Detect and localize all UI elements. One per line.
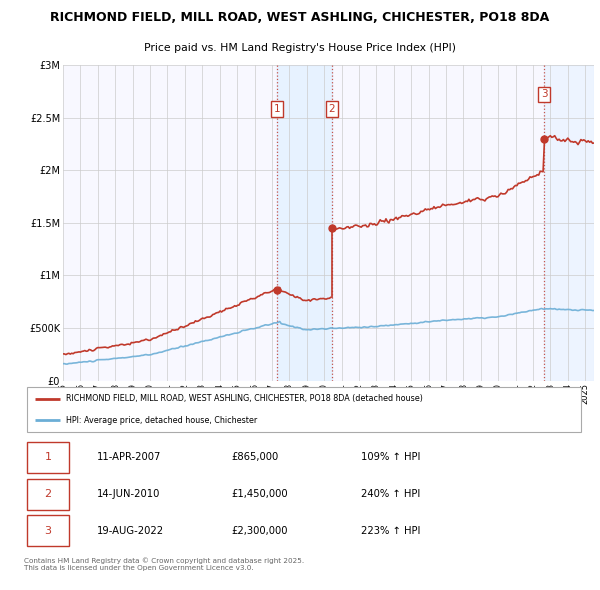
- Text: 1: 1: [274, 104, 280, 114]
- Text: £1,450,000: £1,450,000: [232, 489, 288, 499]
- Text: 2: 2: [44, 489, 52, 499]
- Text: £865,000: £865,000: [232, 453, 279, 463]
- Text: RICHMOND FIELD, MILL ROAD, WEST ASHLING, CHICHESTER, PO18 8DA: RICHMOND FIELD, MILL ROAD, WEST ASHLING,…: [50, 11, 550, 24]
- Bar: [27, 478, 69, 510]
- Text: 223% ↑ HPI: 223% ↑ HPI: [361, 526, 420, 536]
- Text: Contains HM Land Registry data © Crown copyright and database right 2025.
This d: Contains HM Land Registry data © Crown c…: [24, 558, 304, 571]
- Text: 3: 3: [44, 526, 52, 536]
- Bar: [27, 516, 69, 546]
- Text: 19-AUG-2022: 19-AUG-2022: [97, 526, 164, 536]
- Bar: [277, 65, 332, 381]
- Text: HPI: Average price, detached house, Chichester: HPI: Average price, detached house, Chic…: [66, 415, 257, 425]
- Text: RICHMOND FIELD, MILL ROAD, WEST ASHLING, CHICHESTER, PO18 8DA (detached house): RICHMOND FIELD, MILL ROAD, WEST ASHLING,…: [66, 394, 423, 404]
- Text: 3: 3: [541, 89, 547, 99]
- Text: 1: 1: [44, 453, 52, 463]
- Text: 240% ↑ HPI: 240% ↑ HPI: [361, 489, 420, 499]
- Bar: [27, 442, 69, 473]
- Text: 109% ↑ HPI: 109% ↑ HPI: [361, 453, 420, 463]
- Text: £2,300,000: £2,300,000: [232, 526, 288, 536]
- Text: 14-JUN-2010: 14-JUN-2010: [97, 489, 160, 499]
- Text: 11-APR-2007: 11-APR-2007: [97, 453, 161, 463]
- Text: Price paid vs. HM Land Registry's House Price Index (HPI): Price paid vs. HM Land Registry's House …: [144, 43, 456, 53]
- Bar: [544, 65, 594, 381]
- Text: 2: 2: [329, 104, 335, 114]
